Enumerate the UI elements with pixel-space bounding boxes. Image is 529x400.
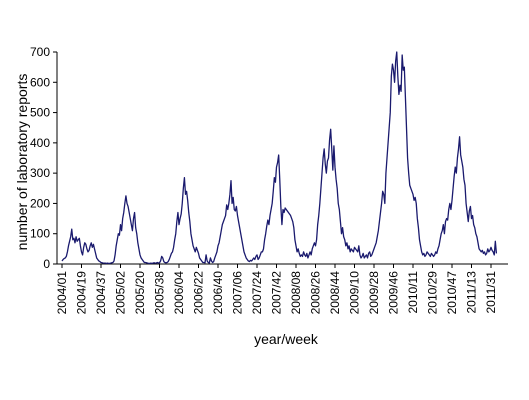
x-tick-label: 2005/20 <box>133 271 147 315</box>
x-axis-title: year/week <box>254 331 319 347</box>
x-tick-label: 2007/24 <box>250 271 264 315</box>
x-tick-label: 2009/10 <box>348 271 362 315</box>
x-axis: 2004/01 2004/19 2004/37 2005/02 2005/20 2005/… <box>55 263 508 315</box>
series-line <box>61 51 498 265</box>
y-tick-label: 0 <box>43 257 50 271</box>
x-tick-label: 2007/06 <box>231 271 245 315</box>
x-tick-label: 2010/47 <box>445 271 459 315</box>
x-tick-label: 2009/28 <box>367 271 381 315</box>
x-tick-label: 2004/19 <box>75 271 89 315</box>
x-tick-label: 2010/29 <box>426 271 440 315</box>
x-tick-label: 2008/44 <box>328 271 342 315</box>
y-tick-label: 400 <box>30 136 50 150</box>
x-tick-label: 2008/08 <box>289 271 303 315</box>
y-tick-label: 200 <box>30 196 50 210</box>
y-tick-label: 300 <box>30 166 50 180</box>
x-tick-label: 2009/46 <box>387 271 401 315</box>
y-axis: 0 100 200 300 400 500 600 700 <box>30 45 58 271</box>
x-tick-label: 2011/13 <box>465 271 479 314</box>
y-tick-label: 700 <box>30 45 50 59</box>
x-tick-label: 2010/11 <box>406 271 420 314</box>
x-tick-label: 2005/38 <box>153 271 167 315</box>
x-tick-label: 2008/26 <box>309 271 323 315</box>
x-tick-label: 2007/42 <box>270 271 284 315</box>
x-tick-label: 2004/37 <box>94 271 108 315</box>
x-tick-label: 2011/31 <box>484 271 498 314</box>
x-tick-label: 2004/01 <box>55 271 69 315</box>
y-tick-label: 600 <box>30 75 50 89</box>
x-tick-label: 2006/22 <box>192 271 206 315</box>
y-tick-label: 100 <box>30 227 50 241</box>
x-tick-label: 2006/40 <box>211 271 225 315</box>
x-tick-label: 2005/02 <box>114 271 128 315</box>
y-axis-title: number of laboratory reports <box>14 74 30 251</box>
y-tick-label: 500 <box>30 106 50 120</box>
x-tick-label: 2006/04 <box>172 271 186 315</box>
